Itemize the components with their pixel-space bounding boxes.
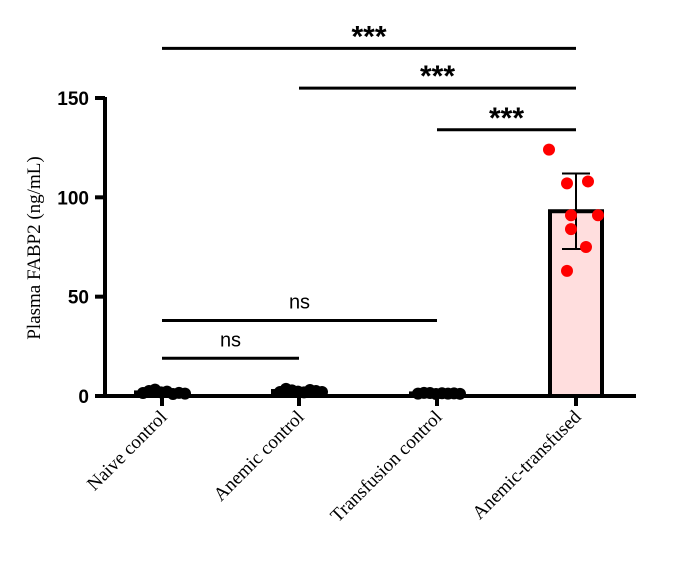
data-point-4-4 [565, 209, 577, 222]
data-point-3-8 [454, 387, 466, 400]
data-point-4-6 [565, 223, 577, 236]
y-tick-label-50: 50 [68, 288, 89, 309]
x-tick-label-3: Transfusion control [327, 407, 447, 527]
significance-label-4: ns [289, 292, 310, 314]
data-point-4-8 [561, 264, 573, 277]
data-point-4-2 [561, 177, 573, 190]
data-point-4-7 [580, 241, 592, 253]
y-axis-label: Plasma FABP2 (ng/mL) [24, 156, 45, 339]
data-point-4-5 [592, 209, 604, 222]
significance-label-2: *** [420, 60, 455, 93]
y-tick-label-150: 150 [57, 89, 89, 110]
significance-label-3: *** [489, 102, 524, 135]
bars [134, 209, 604, 399]
error-bars [148, 172, 590, 396]
y-tick-label-100: 100 [57, 188, 89, 209]
x-tick-label-2: Anemic control [210, 407, 309, 506]
data-points [137, 143, 604, 401]
significance-label-5: ns [220, 329, 241, 351]
data-point-4-3 [582, 175, 594, 188]
significance-annotations: *** *** *** ns ns [162, 20, 576, 360]
y-tick-label-0: 0 [78, 387, 89, 408]
x-tick-label-1: Naive control [83, 407, 171, 495]
x-tick-label-4: Anemic-transfused [468, 406, 585, 523]
significance-label-1: *** [351, 20, 386, 53]
data-point-4-1 [543, 143, 555, 156]
